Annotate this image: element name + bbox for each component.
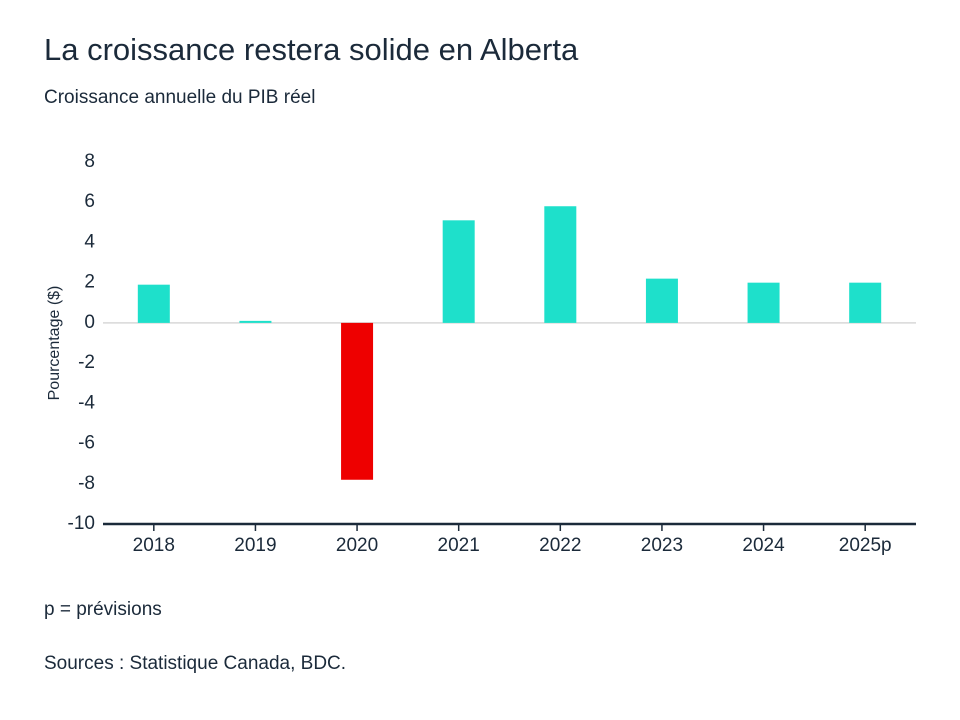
y-tick-label: 8 bbox=[84, 151, 95, 172]
x-tick-label: 2020 bbox=[336, 535, 378, 556]
bar bbox=[849, 282, 882, 323]
y-tick-label: 2 bbox=[84, 272, 95, 293]
y-tick-label: 4 bbox=[84, 231, 95, 252]
x-tick-label: 2022 bbox=[539, 535, 581, 556]
bar bbox=[137, 284, 170, 323]
bar bbox=[645, 278, 678, 323]
y-tick-label: 0 bbox=[84, 312, 95, 333]
bar bbox=[341, 322, 374, 480]
bar bbox=[544, 206, 577, 323]
y-tick-label: -4 bbox=[78, 392, 95, 413]
y-axis-label: Pourcentage ($) bbox=[46, 286, 63, 401]
bar bbox=[239, 320, 272, 323]
bar bbox=[747, 282, 780, 323]
y-tick-label: -10 bbox=[68, 513, 95, 534]
y-tick-label: -6 bbox=[78, 433, 95, 454]
y-tick-label: -8 bbox=[78, 473, 95, 494]
x-tick-label: 2019 bbox=[234, 535, 276, 556]
chart-title: La croissance restera solide en Alberta bbox=[44, 32, 579, 67]
bar bbox=[442, 220, 475, 323]
y-tick-label: 6 bbox=[84, 191, 95, 212]
footnote: p = prévisions bbox=[44, 599, 162, 620]
x-tick-label: 2023 bbox=[641, 535, 683, 556]
x-tick-label: 2021 bbox=[438, 535, 480, 556]
x-tick-label: 2025p bbox=[839, 535, 892, 556]
chart-subtitle: Croissance annuelle du PIB réel bbox=[44, 87, 315, 108]
x-tick-label: 2024 bbox=[742, 535, 785, 556]
x-tick-label: 2018 bbox=[133, 535, 175, 556]
source: Sources : Statistique Canada, BDC. bbox=[44, 653, 346, 674]
y-tick-label: -2 bbox=[78, 352, 95, 373]
